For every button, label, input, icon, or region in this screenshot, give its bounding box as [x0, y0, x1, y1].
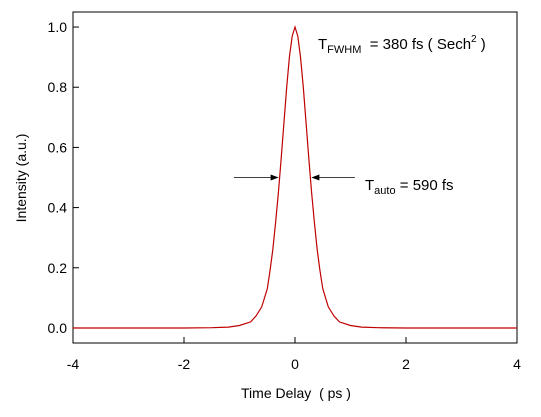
auto-rest: = 590 fs — [396, 177, 454, 194]
fwhm-end: ) — [477, 36, 486, 53]
fwhm-sup: 2 — [471, 34, 477, 45]
x-tick-label: 0 — [291, 356, 299, 372]
y-tick-label: 0.4 — [48, 200, 68, 216]
auto-sub: auto — [374, 185, 395, 197]
y-axis-ticks: 0.0 0.2 0.4 0.6 0.8 1.0 — [48, 19, 79, 336]
y-tick-label: 0.6 — [48, 139, 68, 155]
x-tick-label: -2 — [178, 356, 191, 372]
x-tick-label: -4 — [67, 356, 80, 372]
right-arrow-head — [311, 174, 320, 181]
data-series-line — [73, 24, 517, 329]
x-axis-ticks: -4 -2 0 2 4 — [67, 337, 521, 372]
left-arrow-head — [270, 174, 279, 181]
fwhm-sub: FWHM — [327, 44, 361, 56]
fwhm-main: T — [318, 36, 327, 53]
y-tick-label: 0.2 — [48, 260, 68, 276]
fwhm-rest: = 380 fs ( Sech — [361, 36, 471, 53]
y-tick-label: 0.0 — [48, 320, 68, 336]
x-tick-label: 2 — [402, 356, 410, 372]
fwhm-annotation: TFWHM = 380 fs ( Sech2 ) — [318, 34, 486, 56]
x-axis-label: Time Delay ( ps ) — [241, 385, 351, 401]
auto-annotation: Tauto = 590 fs — [365, 177, 454, 197]
y-axis-label: Intensity (a.u.) — [13, 134, 29, 223]
y-tick-label: 0.8 — [48, 79, 68, 95]
auto-width-arrows — [233, 174, 355, 181]
y-tick-label: 1.0 — [48, 19, 68, 35]
x-tick-label: 4 — [513, 356, 521, 372]
auto-main: T — [365, 177, 374, 194]
